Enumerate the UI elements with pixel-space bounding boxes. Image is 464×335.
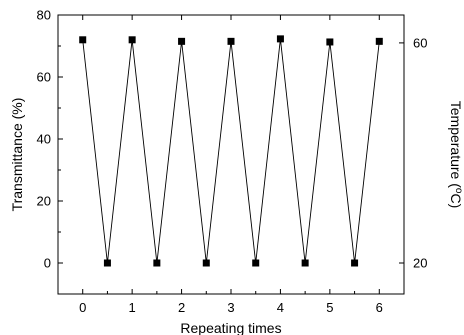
series-line	[82, 38, 380, 264]
y2-tick-label: 60	[413, 35, 427, 50]
x-tick-label: 6	[376, 300, 383, 315]
data-point	[375, 37, 383, 45]
y2-axis-label: Temperature (oC)	[448, 101, 464, 209]
data-point	[276, 35, 284, 43]
y2-tick-label: 20	[413, 256, 427, 271]
y-tick-label: 80	[37, 8, 51, 23]
data-point	[326, 38, 334, 46]
y2-axis-label-sup: o	[453, 188, 464, 194]
y-tick-label: 60	[37, 70, 51, 85]
data-point	[103, 259, 111, 267]
y-tick-label: 0	[44, 256, 51, 271]
data-point	[202, 259, 210, 267]
x-axis-ticks: 0 1 2 3 4 5 6	[57, 15, 405, 315]
data-point	[227, 37, 235, 45]
data-point	[79, 36, 87, 44]
plot-frame	[57, 14, 405, 295]
x-axis-label: Repeating times	[180, 320, 281, 335]
y-tick-label: 20	[37, 194, 51, 209]
x-tick-label: 4	[277, 300, 284, 315]
y2-axis-label-main: Temperature (	[448, 101, 464, 188]
y-tick-label: 40	[37, 132, 51, 147]
x-tick-label: 0	[79, 300, 86, 315]
x-tick-label: 1	[129, 300, 136, 315]
y-axis-label: Transmittance (%)	[9, 98, 25, 212]
data-point	[178, 37, 186, 45]
y2-axis-label-tail: C)	[448, 193, 464, 208]
data-point	[252, 259, 260, 267]
data-point	[128, 36, 136, 44]
data-point	[351, 259, 359, 267]
series-group	[79, 35, 383, 267]
x-tick-label: 2	[178, 300, 185, 315]
x-tick-label: 5	[326, 300, 333, 315]
data-point	[153, 259, 161, 267]
x-tick-label: 3	[227, 300, 234, 315]
y-axis-ticks: 0 20 40 60 80	[37, 8, 63, 295]
plot-area	[57, 14, 405, 295]
data-point	[301, 259, 309, 267]
